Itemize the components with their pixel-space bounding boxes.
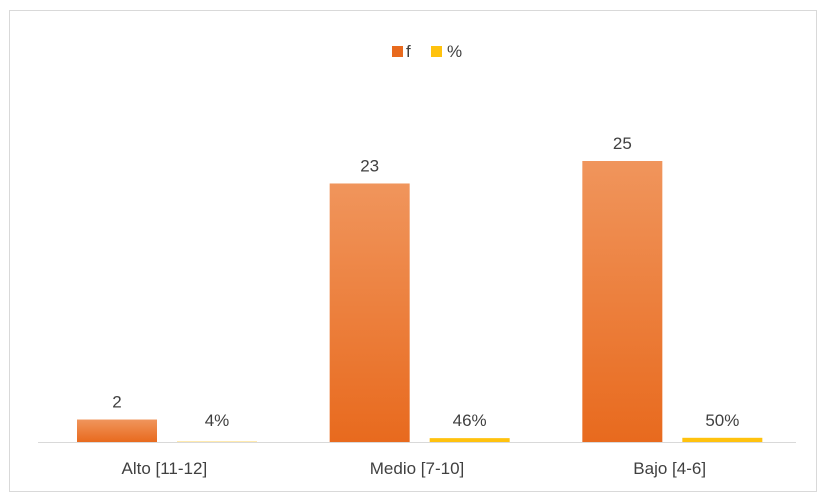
data-label-f-1: 23 xyxy=(360,156,379,175)
legend: f% xyxy=(392,42,462,61)
data-label-pct-0: 4% xyxy=(205,411,230,430)
bars xyxy=(77,161,763,443)
legend-swatch-f xyxy=(392,46,403,57)
data-label-f-0: 2 xyxy=(112,393,121,412)
x-tick-label-2: Bajo [4-6] xyxy=(633,459,706,478)
legend-swatch-pct xyxy=(431,46,442,57)
bar-pct-2 xyxy=(682,437,763,442)
bar-f-0 xyxy=(77,419,157,442)
x-tick-labels: Alto [11-12] Medio [7-10] Bajo [4-6] xyxy=(121,459,706,478)
bar-f-1 xyxy=(329,183,410,443)
x-tick-label-1: Medio [7-10] xyxy=(370,459,465,478)
legend-label-f: f xyxy=(406,42,411,61)
data-labels: 2 4% 23 46% 25 50% xyxy=(112,134,739,430)
data-label-pct-1: 46% xyxy=(453,411,487,430)
data-label-f-2: 25 xyxy=(613,134,632,153)
x-tick-label-0: Alto [11-12] xyxy=(121,459,207,478)
bar-pct-1 xyxy=(429,438,510,442)
bar-f-2 xyxy=(582,161,663,442)
chart-frame xyxy=(9,10,817,492)
legend-label-pct: % xyxy=(447,42,462,61)
data-label-pct-2: 50% xyxy=(705,411,739,430)
